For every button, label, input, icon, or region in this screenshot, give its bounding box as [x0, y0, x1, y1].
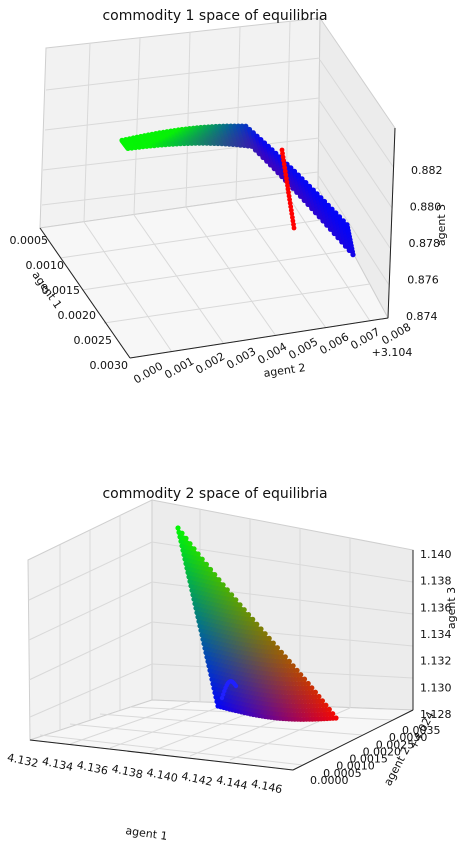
x-tick-label: 0.0010 — [26, 259, 65, 272]
y-tick-label: 0.005 — [286, 335, 320, 362]
z-axis-label: agent 3 — [435, 204, 448, 246]
surface-point — [350, 252, 356, 258]
y-tick-label: 0.006 — [317, 330, 351, 357]
x-tick-label: 0.0025 — [74, 334, 113, 347]
chart-panel-commodity-1: commodity 1 space of equilibria 0.0005 0.… — [0, 0, 463, 420]
surface-point — [176, 529, 182, 535]
y-tick-label: 0.0025 — [376, 738, 415, 751]
z-tick-label: 1.128 — [420, 708, 452, 721]
z-tick-label: 1.138 — [420, 575, 452, 588]
z-tick-label: 1.132 — [420, 655, 452, 668]
surface-point-red-streak — [286, 190, 291, 195]
surface-point-red-streak — [288, 207, 294, 213]
y-tick-label: 0.0020 — [363, 745, 402, 758]
y-tick-label: 0.0015 — [349, 753, 388, 766]
surface-point-red-streak — [291, 222, 296, 227]
x-tick-label: 4.138 — [111, 762, 145, 781]
y-tick-label: 0.0005 — [323, 767, 362, 780]
y-tick-label: 0.001 — [162, 355, 196, 382]
surface-point-red-streak — [290, 215, 295, 220]
z-tick-label: 1.130 — [420, 681, 452, 694]
surface-point-red-streak — [285, 183, 290, 188]
y-axis-label: agent 2 — [263, 361, 307, 380]
axis-lines — [39, 127, 396, 359]
surface-point-blue-curve — [219, 695, 225, 701]
offset-label: +3.104 — [372, 346, 413, 359]
x-tick-label: 4.132 — [6, 751, 40, 770]
surface-point-red-streak — [281, 161, 287, 167]
y-tick-label: 0.0010 — [336, 760, 375, 773]
surface-point-red-streak — [280, 154, 286, 160]
chart-commodity-1-svg: commodity 1 space of equilibria 0.0005 0.… — [10, 8, 449, 386]
y-tick-label: 0.003 — [224, 345, 258, 372]
y-tick-label: 0.0030 — [389, 731, 428, 744]
z-tick-label: 0.880 — [410, 201, 442, 214]
z-tick-label: 0.874 — [406, 310, 438, 323]
surface-point-red-streak — [284, 179, 290, 185]
y-tick-label: 0.0000 — [310, 774, 349, 787]
x-tick-label: 4.146 — [250, 777, 284, 796]
x-tick-label: 4.136 — [76, 758, 110, 777]
x-tick-label: 0.0005 — [10, 234, 49, 247]
surface-point-red-streak — [289, 211, 295, 217]
pane-walls — [39, 16, 396, 359]
y-tick-label: 0.004 — [255, 340, 289, 367]
z-tick-label: 0.878 — [409, 237, 441, 250]
surface-point-red-streak — [282, 165, 288, 171]
grid-lines — [41, 21, 395, 353]
x-tick-label: 0.0020 — [58, 309, 97, 322]
surface-point-red-streak — [286, 193, 292, 199]
chart-title: commodity 1 space of equilibria — [102, 8, 327, 24]
y-tick-label: 0.000 — [131, 359, 165, 386]
z-tick-label: 1.136 — [420, 601, 452, 614]
x-tick-label: 0.0015 — [42, 284, 81, 297]
surface-point-red-streak — [283, 172, 289, 178]
x-axis-label: agent 1 — [125, 824, 169, 843]
surface-point-blue-curve — [221, 692, 226, 697]
equilibria-surface-commodity-1 — [119, 123, 356, 258]
y-tick-label: 0.008 — [379, 320, 413, 347]
chart-commodity-2-svg: commodity 2 space of equilibria 4.132 4.1… — [6, 486, 458, 843]
surface-point-red-streak — [281, 158, 286, 164]
x-tick-label: 4.134 — [41, 755, 75, 774]
surface-point-red-streak — [279, 147, 285, 153]
surface-point-red-streak — [287, 197, 292, 203]
x-tick-label: 4.144 — [215, 773, 249, 792]
surface-point-red-streak — [285, 186, 291, 192]
y-tick-label: 0.002 — [193, 350, 227, 377]
z-tick-label: 0.876 — [407, 274, 439, 287]
z-tick-label: 1.134 — [420, 628, 452, 641]
surface-point-red-streak — [291, 225, 297, 231]
chart-title: commodity 2 space of equilibria — [102, 486, 327, 502]
chart-panel-commodity-2: commodity 2 space of equilibria 4.132 4.1… — [0, 432, 463, 864]
x-tick-label: 4.140 — [145, 766, 179, 785]
surface-point-red-streak — [280, 151, 285, 156]
surface-point-red-streak — [288, 204, 294, 210]
surface-point-red-streak — [287, 200, 293, 206]
x-tick-label: 0.0030 — [90, 359, 129, 372]
x-tick-label: 4.142 — [180, 770, 214, 789]
surface-point-blue-curve — [233, 683, 239, 689]
tick-labels: 4.132 4.134 4.136 4.138 4.140 4.142 4.144 4.146… — [6, 548, 452, 796]
equilibria-surface-commodity-2 — [175, 525, 339, 722]
surface-point-red-streak — [290, 218, 296, 224]
surface-point-red-streak — [284, 176, 289, 181]
axis-lines — [29, 550, 414, 771]
z-tick-label: 1.140 — [420, 548, 452, 561]
z-axis-label: agent 3 — [445, 587, 458, 629]
surface-point-red-streak — [282, 168, 288, 174]
y-tick-label: 0.0035 — [402, 724, 441, 737]
z-tick-label: 0.882 — [411, 164, 443, 177]
surface-point — [175, 525, 181, 531]
